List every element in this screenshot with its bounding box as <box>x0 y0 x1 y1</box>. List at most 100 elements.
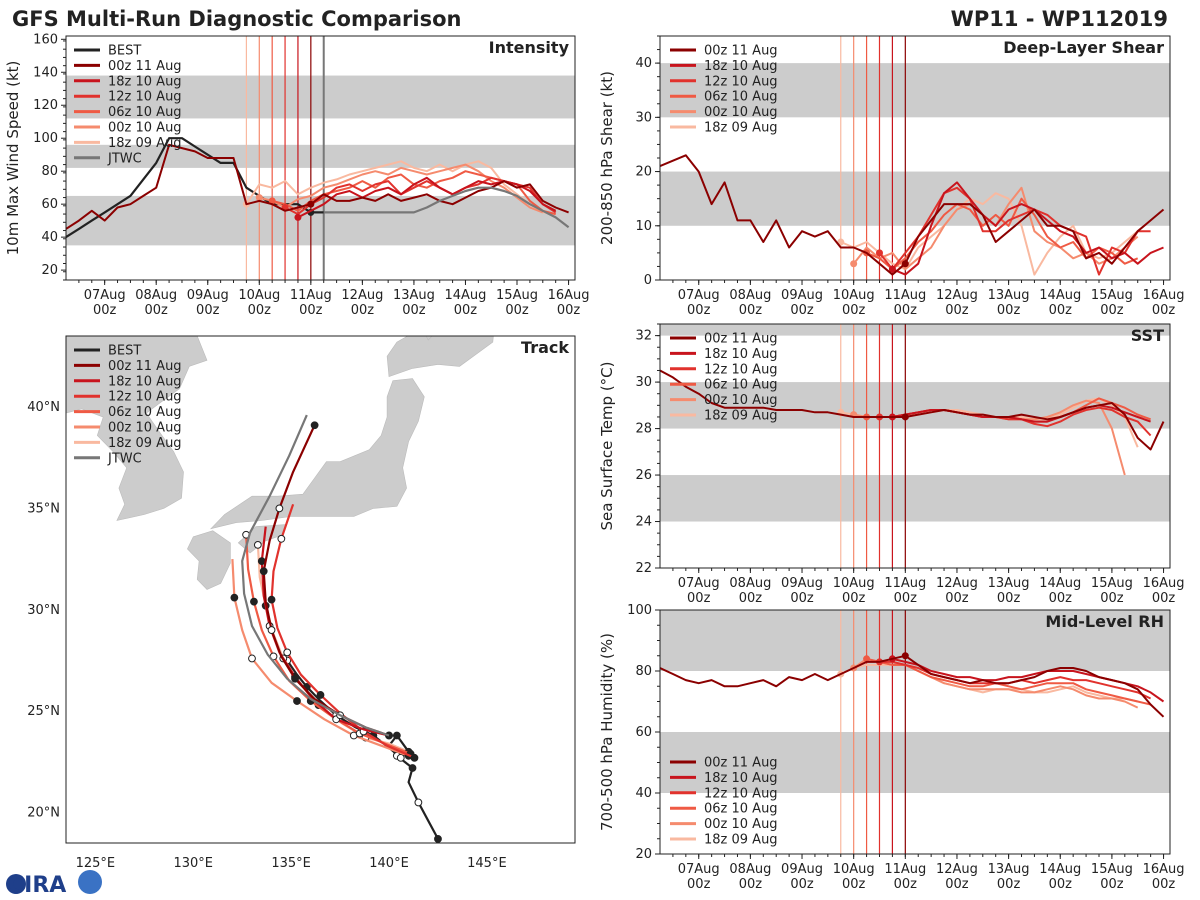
shear-ytick-label: 30 <box>635 110 652 125</box>
intensity-xtick-label: 00z <box>454 303 478 318</box>
intensity-series-18z-09-Aug <box>245 160 556 216</box>
storm-id: WP11 - WP112019 <box>951 7 1168 31</box>
track-line-12z-10-Aug <box>270 503 415 759</box>
shear-legend-label: 06z 10 Aug <box>704 90 778 105</box>
sst-xtick-label: 15Aug <box>1091 576 1133 591</box>
rh-plot-area <box>660 610 1170 854</box>
intensity-xtick-label: 11Aug <box>290 288 332 303</box>
sst-plot-area <box>660 324 1170 568</box>
intensity-series-JTWC <box>323 186 570 229</box>
shear-xtick-label: 12Aug <box>936 288 978 303</box>
shear-series-12z-10-Aug <box>878 186 1151 276</box>
rh-legend-label: 12z 10 Aug <box>704 786 778 801</box>
shear-legend-label: 00z 11 Aug <box>704 44 778 59</box>
shear-xtick-label: 11Aug <box>884 288 926 303</box>
rh-band-0 <box>660 732 1170 793</box>
rh-series-06z-10-Aug <box>866 657 1151 706</box>
shear-ytick-label: 10 <box>635 219 652 234</box>
rh-ytick-label: 100 <box>627 603 652 618</box>
intensity-ytick-label: 60 <box>41 197 58 212</box>
shear-plot-area <box>660 36 1170 280</box>
sst-xtick-label: 00z <box>997 591 1021 606</box>
track-point-06z-10-Aug <box>250 597 258 606</box>
intensity-xtick-label: 14Aug <box>444 288 486 303</box>
shear-xtick-label: 08Aug <box>729 288 771 303</box>
sst-xtick-label: 10Aug <box>833 576 875 591</box>
shear-legend-label: 18z 10 Aug <box>704 59 778 74</box>
track-ytick-label: 25°N <box>27 704 60 719</box>
track-xtick-label: 145°E <box>467 856 507 871</box>
track-point-00z-11-Aug <box>291 674 299 683</box>
track-point-00z-11-Aug <box>310 421 319 430</box>
shear-series-00z-11-Aug <box>660 154 1165 276</box>
intensity-ytick-label: 140 <box>33 65 58 80</box>
intensity-legend-label: 00z 10 Aug <box>108 121 182 136</box>
sst-point-00z-11-Aug <box>901 413 909 421</box>
rh-xtick-label: 08Aug <box>729 862 771 877</box>
sst-xtick-label: 00z <box>790 591 814 606</box>
shear-ytick-label: 40 <box>635 56 652 71</box>
track-point-00z-11-Aug <box>267 626 276 634</box>
intensity-xtick-label: 00z <box>299 303 323 318</box>
shear-ylabel: 200-850 hPa Shear (kt) <box>598 71 616 245</box>
intensity-point-06z-10-Aug <box>268 197 276 205</box>
shear-xtick-label: 00z <box>790 303 814 318</box>
track-frame <box>65 335 576 844</box>
rh-legend-label: 00z 11 Aug <box>704 756 778 771</box>
shear-xtick-label: 14Aug <box>1039 288 1081 303</box>
shear-xtick-label: 00z <box>842 303 866 318</box>
cira-logo: CIRA <box>6 870 102 898</box>
logo-mark-icon <box>6 874 26 894</box>
sst-xtick-label: 00z <box>1100 591 1124 606</box>
rh-ytick-label: 40 <box>635 786 652 801</box>
track-panel: 125°E 130°E 135°E 140°E 145°E 20°N 25°N 30°N 35°… <box>27 335 576 871</box>
shear-legend-label: 12z 10 Aug <box>704 74 778 89</box>
sst-frame <box>659 323 1171 569</box>
intensity-ylabel: 10m Max Wind Speed (kt) <box>4 61 22 256</box>
intensity-xtick-label: 10Aug <box>238 288 280 303</box>
track-xtick-label: 125°E <box>76 856 116 871</box>
rh-xtick-label: 00z <box>1049 877 1073 892</box>
intensity-ytick-label: 40 <box>41 230 58 245</box>
sst-ytick-label: 30 <box>635 375 652 390</box>
intensity-panel: 2040608010012014016007Aug00z08Aug00z09Au… <box>4 32 590 318</box>
sst-xtick-label: 07Aug <box>678 576 720 591</box>
track-point-00z-10-Aug <box>230 593 239 602</box>
intensity-xtick-label: 00z <box>248 303 272 318</box>
shear-xtick-label: 13Aug <box>988 288 1030 303</box>
shear-xtick-label: 00z <box>739 303 763 318</box>
rh-point-00z-11-Aug <box>901 652 909 660</box>
intensity-ytick-label: 80 <box>41 164 58 179</box>
intensity-xtick-label: 00z <box>351 303 375 318</box>
track-ytick-label: 40°N <box>27 400 60 415</box>
intensity-xtick-label: 00z <box>93 303 117 318</box>
track-point-12z-10-Aug <box>283 648 292 657</box>
rh-band-1 <box>660 610 1170 671</box>
track-point-12z-10-Aug <box>277 534 286 543</box>
track-xtick-label: 135°E <box>271 856 311 871</box>
track-point-BEST <box>414 798 423 807</box>
track-legend-label: 18z 10 Aug <box>108 374 182 389</box>
intensity-plot-area <box>66 36 575 280</box>
rh-xtick-label: 11Aug <box>884 862 926 877</box>
shear-point-00z-11-Aug <box>901 260 909 268</box>
intensity-xtick-label: 00z <box>557 303 581 318</box>
rh-point-06z-10-Aug <box>863 655 871 663</box>
track-xtick-label: 130°E <box>173 856 213 871</box>
sst-ytick-label: 32 <box>635 329 652 344</box>
intensity-frame <box>65 35 576 281</box>
track-line-JTWC <box>241 414 390 737</box>
track-ytick-label: 35°N <box>27 501 60 516</box>
intensity-legend-label: 18z 10 Aug <box>108 74 182 89</box>
intensity-series-18z-10-Aug <box>297 176 557 219</box>
shear-xtick-label: 00z <box>687 303 711 318</box>
sst-legend-label: 18z 09 Aug <box>704 409 778 424</box>
rh-xtick-label: 15Aug <box>1091 862 1133 877</box>
intensity-xtick-label: 00z <box>505 303 529 318</box>
track-legend-label: 00z 10 Aug <box>108 421 182 436</box>
intensity-xtick-label: 13Aug <box>393 288 435 303</box>
rh-xtick-label: 00z <box>739 877 763 892</box>
shear-xtick-label: 16Aug <box>1143 288 1185 303</box>
